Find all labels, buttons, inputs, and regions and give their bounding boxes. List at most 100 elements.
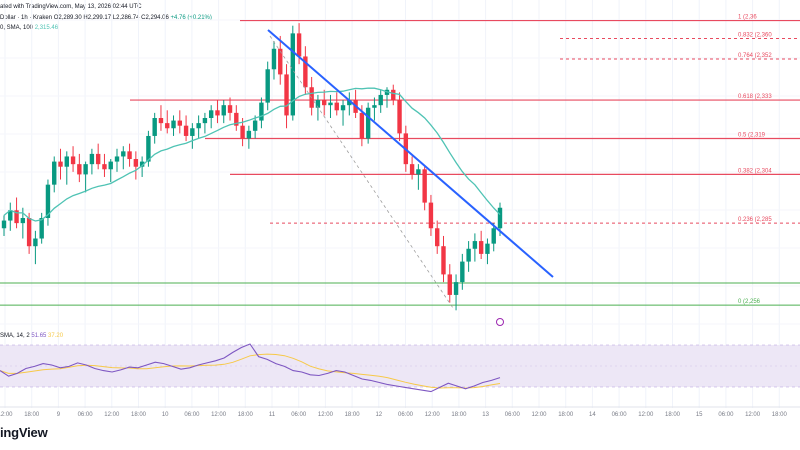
x-tick-label: 11 [269,412,276,418]
candle-body [334,102,339,111]
rsi-legend[interactable]: SMA, 14, 2 51.65 37.20 [0,333,64,339]
candle-body [422,169,427,203]
candle-body [70,156,76,165]
candle-body [315,100,321,108]
candle-body [278,48,283,75]
candle-body [1,220,7,229]
candle-body [409,164,415,175]
candle-body [45,184,51,218]
candle-body [64,156,69,167]
candle-body [190,128,195,136]
sma-legend[interactable]: 0, SMA, 100 2,315.46 [0,25,59,31]
x-tick-label: 18:00 [345,412,361,418]
candle-body [33,238,38,247]
candle-body [359,112,365,139]
fib-label-0: 0 (2,256 [738,299,761,305]
candle-body [441,246,446,275]
candle-body [322,100,327,106]
candle-body [290,33,296,116]
candle-body [83,164,88,175]
candle-body [497,207,503,229]
candle-body [158,118,164,124]
candle-body [296,33,302,57]
candle-body [215,110,220,116]
candle-body [127,151,132,160]
candle-body [26,218,32,247]
x-tick-label: 06:00 [184,412,200,418]
fib-label-0.236: 0.236 (2,285 [738,217,772,223]
candle-body [152,118,157,136]
candle-body [108,161,113,170]
x-tick-label: 18:00 [665,412,681,418]
x-tick-label: 14 [589,412,596,418]
x-tick-label: 06:00 [718,412,734,418]
candle-body [271,48,277,70]
x-tick-label: 10 [162,412,169,418]
candle-body [328,102,333,106]
candle-body [77,164,82,175]
candle-body [221,105,226,116]
candle-body [466,248,471,262]
candle-body [453,282,459,295]
x-tick-label: 18:00 [24,412,40,418]
candle-body [121,151,126,157]
change-value: +4.76 (+0.21%) [170,15,212,21]
rsi-ma-line [0,353,501,389]
x-tick-label: 12:00 [211,412,227,418]
candle-body [472,241,478,249]
rsi-line [0,343,501,393]
candle-body [114,156,120,162]
candle-body [428,202,434,229]
fib-anchor-line [269,35,454,309]
candle-body [397,100,402,134]
candle-body [89,153,95,165]
x-tick-label: 12:00 [318,412,334,418]
candle-body [139,161,145,167]
symbol-name[interactable]: Dollar · 1h · Kraken [0,15,53,21]
x-tick-label: 06:00 [78,412,94,418]
candle-body [416,169,421,175]
fib-label-1: 1 (2,36 [738,15,757,21]
candle-body [165,123,170,129]
candle-body [491,228,496,244]
candle-body [347,100,352,106]
x-tick-label: 12:00 [745,412,761,418]
x-tick-label: 18:00 [451,412,467,418]
x-tick-label: 12:00 [638,412,654,418]
candle-body [485,243,490,254]
candle-body [58,161,63,167]
candle-body [378,94,383,106]
x-tick-label: 06:00 [612,412,628,418]
x-tick-label: 12:00 [104,412,120,418]
candle-body [146,135,151,162]
candle-body [259,102,264,121]
x-tick-label: 13 [482,412,489,418]
candle-body [460,261,465,283]
fib-label-0.832: 0.832 (2,360 [738,33,772,39]
x-tick-label: 12:00 [531,412,547,418]
x-tick-label: 9 [57,412,61,418]
x-tick-label: 06:00 [291,412,307,418]
candle-body [246,130,252,139]
candle-body [202,118,208,124]
sma-line [3,87,501,222]
candle-body [52,161,57,185]
alert-marker [496,318,504,326]
candle-body [252,120,258,131]
x-tick-label: 18:00 [131,412,147,418]
candle-body [20,218,26,224]
candle-body [95,153,101,165]
publish-info: ated with TradingView.com, May 13, 2026 … [0,4,142,10]
candle-body [435,228,440,247]
x-tick-label: 18:00 [238,412,254,418]
candle-body [171,120,176,129]
candle-body [183,125,189,136]
candle-body [478,241,484,254]
candle-body [365,107,371,139]
candle-body [234,112,239,126]
x-tick-label: 18:00 [772,412,788,418]
x-tick-label: 06:00 [398,412,414,418]
fib-label-0.382: 0.382 (2,304 [738,168,772,174]
fib-label-0.618: 0.618 (2,333 [738,94,772,100]
